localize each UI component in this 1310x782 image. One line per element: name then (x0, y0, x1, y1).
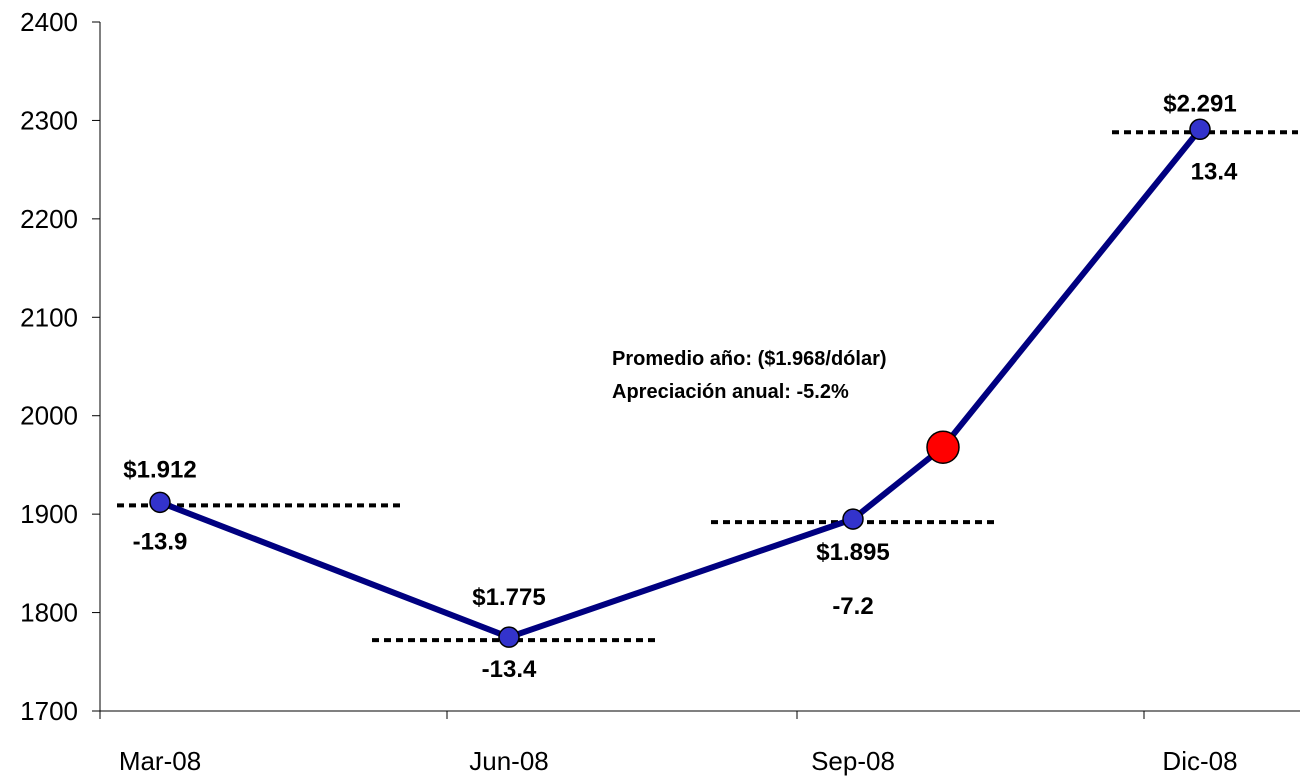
data-point (498, 626, 520, 648)
annual-average-point (926, 430, 960, 464)
x-tick-label: Dic-08 (1162, 746, 1237, 776)
data-labels: $1.912 -13.9 $1.775 -13.4 $1.895 -7.2 $2.291 13… (123, 90, 1238, 683)
change-label: -13.9 (133, 528, 188, 555)
price-label: $1.912 (123, 456, 196, 483)
y-tick-label: 1700 (20, 696, 78, 726)
x-tick-label: Mar-08 (119, 746, 201, 776)
data-markers (149, 118, 1211, 648)
price-label: $1.775 (472, 584, 545, 611)
price-label: $1.895 (816, 539, 889, 566)
y-tick-label: 2400 (20, 7, 78, 37)
annotation-group: Promedio año: ($1.968/dólar) Apreciación… (612, 348, 887, 403)
y-tick-label: 2300 (20, 105, 78, 135)
x-tick-label: Jun-08 (469, 746, 549, 776)
y-tick-label: 1900 (20, 499, 78, 529)
x-tick-label: Sep-08 (811, 746, 895, 776)
change-label: -7.2 (832, 593, 873, 620)
change-label: -13.4 (482, 656, 537, 683)
y-axis: 1700 1800 1900 2000 2100 2200 2300 2400 (20, 7, 101, 726)
y-tick-label: 2200 (20, 204, 78, 234)
data-point (1189, 118, 1211, 141)
annotation-appreciation: Apreciación anual: -5.2% (612, 381, 849, 403)
average-reference-lines (117, 130, 1298, 643)
y-tick-label: 2000 (20, 401, 78, 431)
data-point (149, 491, 171, 514)
data-point (842, 508, 864, 530)
annotation-average: Promedio año: ($1.968/dólar) (612, 348, 887, 370)
y-tick-label: 2100 (20, 302, 78, 332)
change-label: 13.4 (1191, 158, 1238, 185)
y-tick-label: 1800 (20, 598, 78, 628)
x-axis: Mar-08 Jun-08 Sep-08 Dic-08 (99, 710, 1300, 776)
price-label: $2.291 (1163, 90, 1236, 117)
